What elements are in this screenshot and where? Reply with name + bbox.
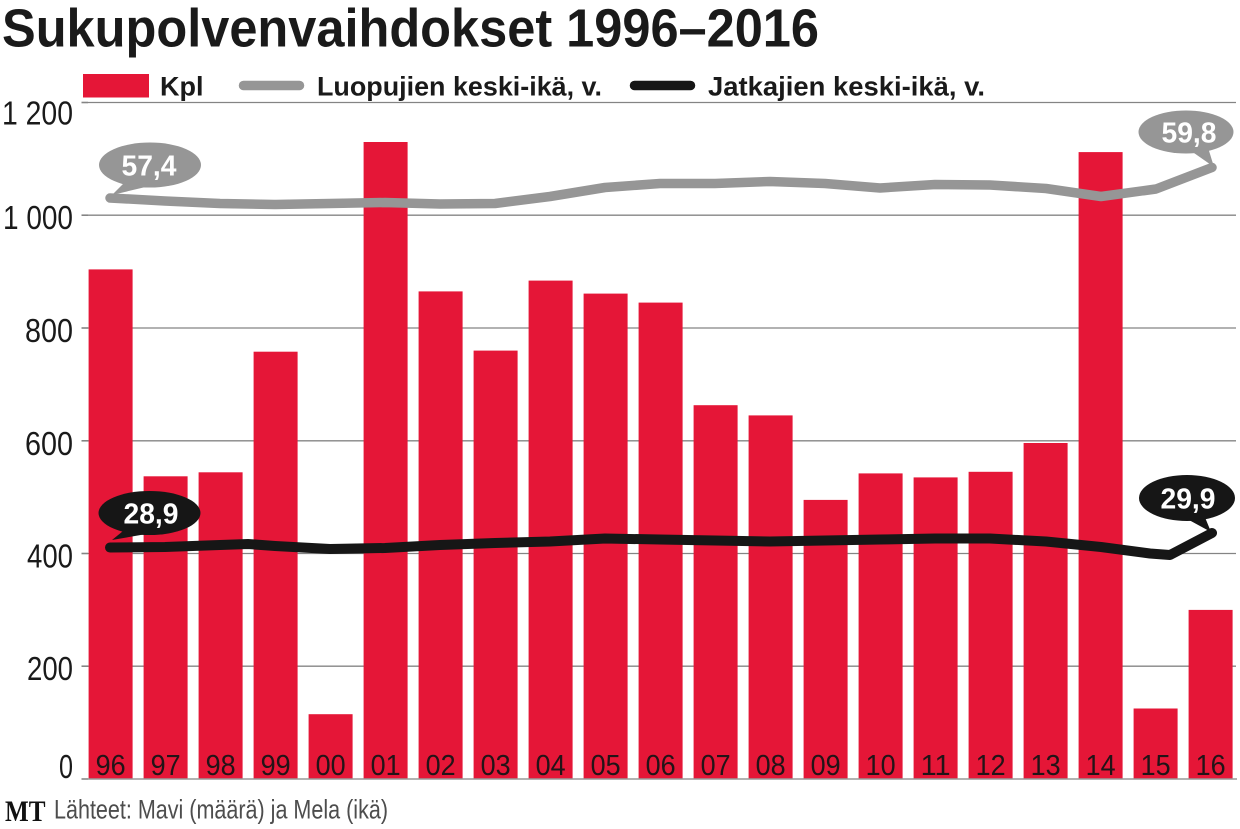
svg-text:98: 98 xyxy=(206,750,236,782)
svg-text:02: 02 xyxy=(426,750,456,782)
svg-text:0: 0 xyxy=(59,748,73,785)
svg-text:01: 01 xyxy=(371,750,401,782)
svg-text:09: 09 xyxy=(811,750,841,782)
svg-text:13: 13 xyxy=(1031,750,1061,782)
svg-text:11: 11 xyxy=(921,750,951,782)
svg-text:57,4: 57,4 xyxy=(122,151,177,183)
svg-text:07: 07 xyxy=(701,750,731,782)
svg-text:59,8: 59,8 xyxy=(1162,118,1217,150)
svg-text:97: 97 xyxy=(151,750,181,782)
svg-text:16: 16 xyxy=(1196,750,1226,782)
svg-text:1 000: 1 000 xyxy=(3,199,73,236)
svg-text:96: 96 xyxy=(96,750,126,782)
svg-text:Lähteet: Mavi (määrä) ja Mela: Lähteet: Mavi (määrä) ja Mela (ikä) xyxy=(54,795,388,825)
svg-text:Jatkajien keski-ikä, v.: Jatkajien keski-ikä, v. xyxy=(708,72,985,102)
svg-text:400: 400 xyxy=(27,538,73,575)
svg-text:06: 06 xyxy=(646,750,676,782)
svg-text:04: 04 xyxy=(536,750,566,782)
svg-text:03: 03 xyxy=(481,750,511,782)
svg-text:29,9: 29,9 xyxy=(1161,484,1216,516)
svg-text:10: 10 xyxy=(866,750,896,782)
svg-text:12: 12 xyxy=(976,750,1006,782)
svg-text:00: 00 xyxy=(316,750,346,782)
svg-text:600: 600 xyxy=(25,425,73,462)
svg-text:MT: MT xyxy=(5,795,46,828)
svg-text:15: 15 xyxy=(1141,750,1171,782)
svg-text:Kpl: Kpl xyxy=(160,72,204,102)
svg-text:1 200: 1 200 xyxy=(2,95,73,132)
svg-text:99: 99 xyxy=(261,750,291,782)
svg-text:200: 200 xyxy=(27,650,73,687)
svg-text:08: 08 xyxy=(756,750,786,782)
svg-text:800: 800 xyxy=(25,312,73,349)
svg-text:05: 05 xyxy=(591,750,621,782)
svg-text:14: 14 xyxy=(1086,750,1116,782)
svg-text:Sukupolvenvaihdokset 1996–2016: Sukupolvenvaihdokset 1996–2016 xyxy=(2,0,819,59)
svg-text:28,9: 28,9 xyxy=(124,499,179,531)
svg-text:Luopujien keski-ikä, v.: Luopujien keski-ikä, v. xyxy=(317,72,602,102)
